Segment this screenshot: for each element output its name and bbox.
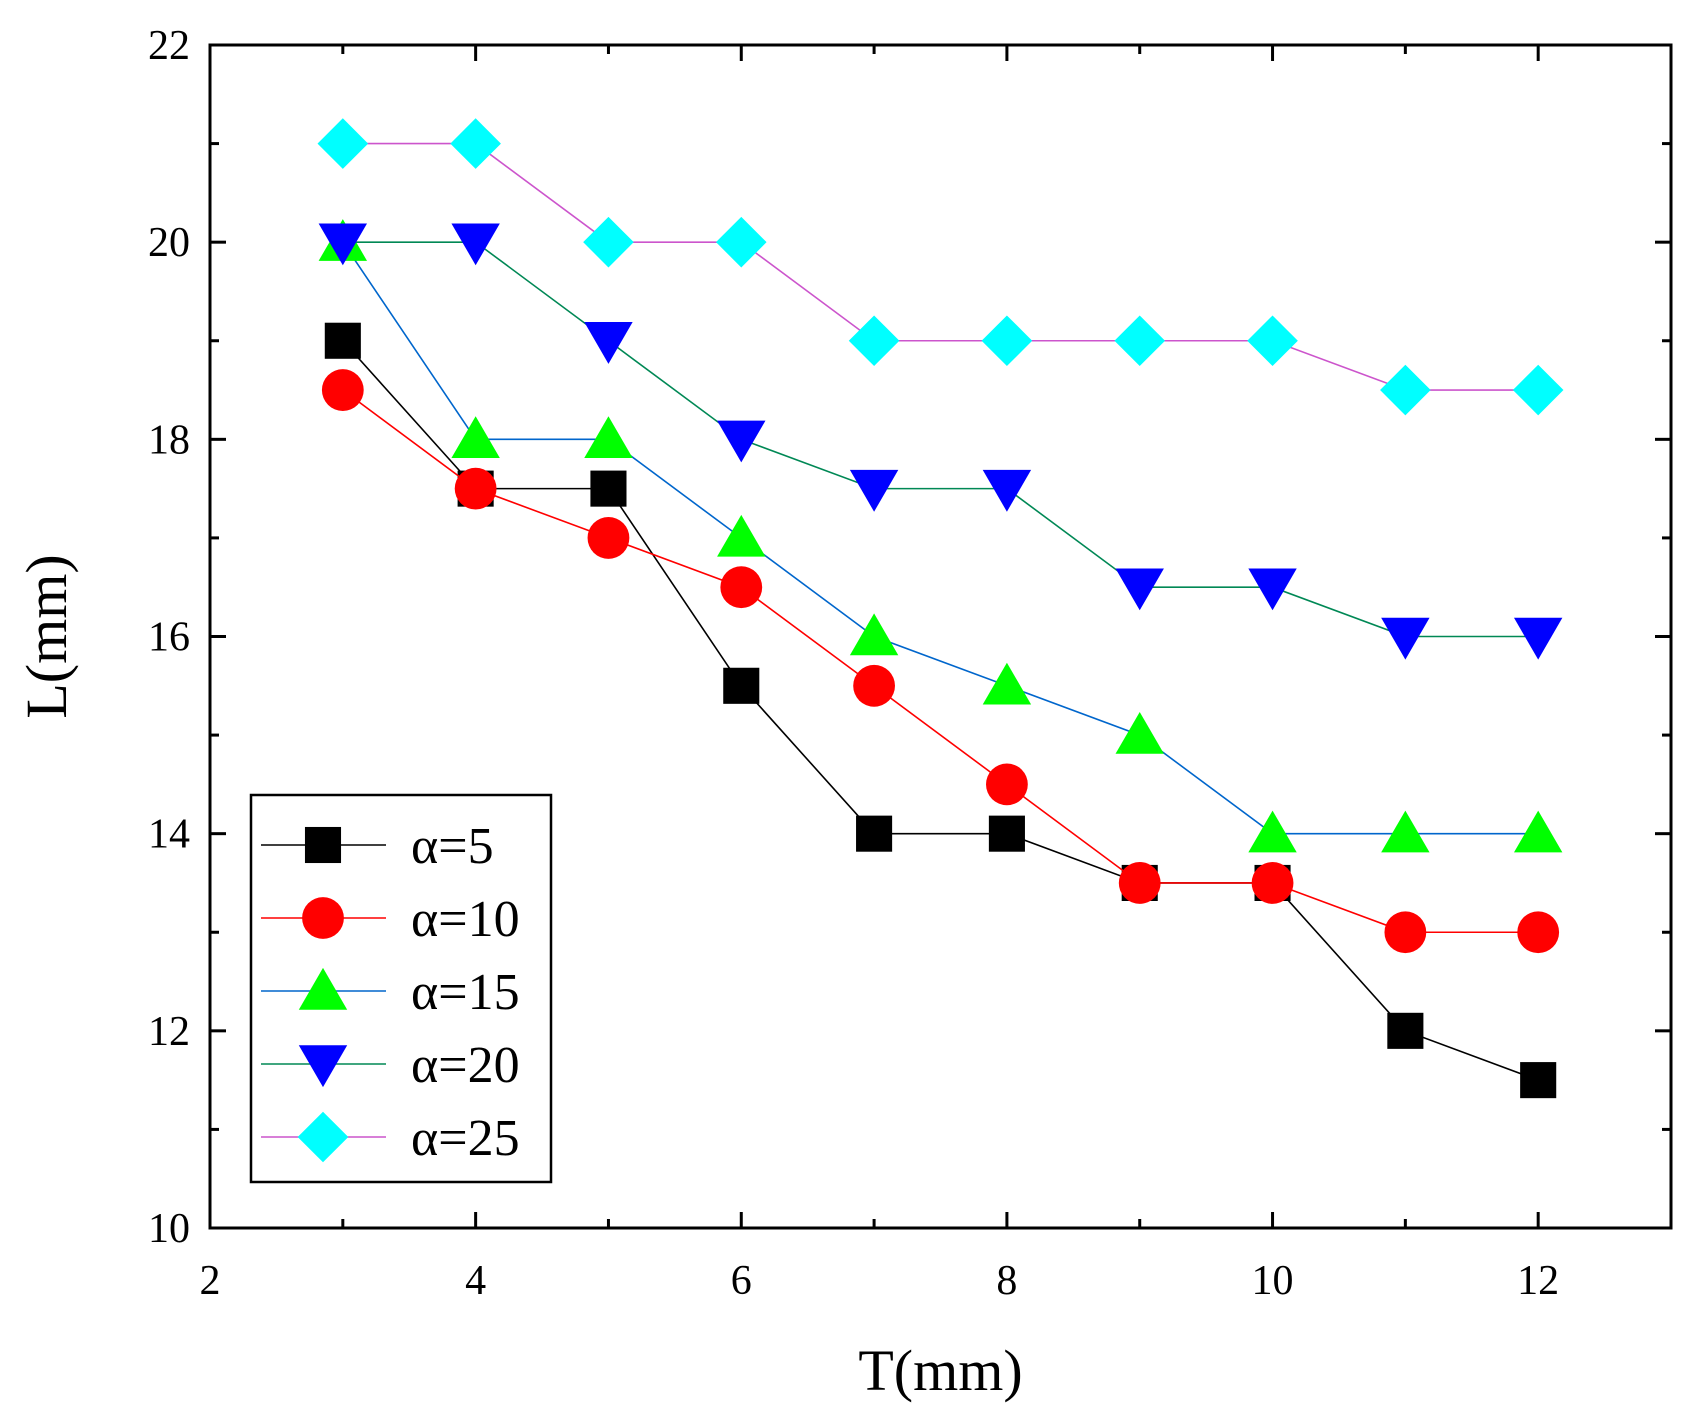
data-point [853, 664, 895, 707]
legend-marker [302, 897, 344, 939]
data-point [450, 118, 501, 169]
data-point [848, 315, 900, 367]
data-point [318, 223, 368, 266]
x-tick-label: 10 [1252, 1258, 1294, 1304]
data-point [584, 322, 633, 364]
data-point [587, 517, 630, 559]
legend-box [249, 793, 553, 1184]
data-point [324, 322, 361, 359]
legend-item: α=5 [261, 818, 494, 875]
data-point [849, 613, 899, 656]
data-point [1248, 810, 1297, 853]
data-point [451, 223, 500, 266]
data-point [717, 420, 766, 463]
data-point [1513, 810, 1563, 853]
data-point [454, 467, 497, 510]
legend-label: α=15 [411, 964, 520, 1021]
data-point [1387, 1012, 1424, 1049]
data-point [584, 416, 633, 459]
x-axis-title: T(mm) [858, 1338, 1022, 1403]
series-line [342, 241, 1539, 638]
data-point [717, 514, 766, 557]
legend-marker [298, 967, 348, 1010]
y-tick-label: 22 [148, 23, 190, 69]
series-5 [317, 118, 1564, 416]
series-2 [321, 369, 1560, 954]
data-point [321, 369, 364, 411]
axes-layer: 2 4 6 8 10 12 10 12 14 16 18 20 22 [148, 23, 1673, 1304]
data-point [1381, 810, 1430, 853]
data-point [981, 315, 1033, 367]
data-point [590, 470, 627, 507]
data-point [317, 118, 369, 169]
legend-marker [298, 1045, 348, 1088]
data-point [715, 216, 767, 268]
y-tick-label: 18 [148, 417, 190, 463]
y-tick-label: 20 [148, 220, 190, 266]
y-axis-title: L(mm) [14, 554, 79, 718]
data-point [986, 763, 1028, 806]
data-point [723, 667, 760, 704]
data-point [1517, 911, 1560, 954]
legend-item: α=25 [261, 1110, 520, 1167]
y-tick-label: 16 [148, 615, 190, 661]
data-point [1381, 617, 1430, 660]
data-point [849, 469, 899, 512]
legend-label: α=10 [411, 891, 520, 948]
legend-label: α=25 [411, 1110, 520, 1167]
legend-item: α=15 [261, 964, 520, 1021]
legend-item: α=20 [261, 1037, 520, 1094]
legend-item: α=10 [261, 891, 520, 948]
series-3 [318, 219, 1563, 853]
data-point [583, 216, 634, 268]
series-line [342, 389, 1539, 934]
x-tick-label: 8 [996, 1258, 1017, 1304]
legend-marker [297, 1111, 349, 1163]
data-point [1513, 617, 1563, 660]
data-point [1114, 315, 1166, 367]
data-point [988, 815, 1025, 852]
series-line [342, 340, 1539, 1081]
data-point [1512, 364, 1564, 416]
y-tick-label: 12 [148, 1009, 190, 1055]
legend-label: α=5 [411, 818, 494, 875]
series-4 [318, 223, 1563, 660]
data-point [1251, 862, 1294, 904]
data-point [1520, 1062, 1557, 1099]
x-tick-label: 4 [465, 1258, 486, 1304]
data-point [1118, 862, 1161, 904]
series-layer [317, 118, 1564, 1099]
data-point [982, 662, 1032, 705]
series-line [342, 142, 1539, 391]
x-tick-label: 2 [200, 1258, 221, 1304]
data-point [1115, 711, 1164, 754]
data-point [856, 815, 893, 852]
data-point [1247, 315, 1298, 367]
legend-label: α=20 [411, 1037, 520, 1094]
legend-marker [304, 826, 342, 864]
x-tick-label: 6 [731, 1258, 752, 1304]
data-point [982, 469, 1032, 512]
data-point [1384, 911, 1427, 954]
data-point [1248, 568, 1297, 611]
series-line [342, 241, 1539, 835]
data-point [451, 416, 500, 459]
data-point [720, 566, 763, 609]
data-point [1380, 364, 1431, 416]
y-tick-label: 10 [148, 1206, 190, 1252]
y-tick-label: 14 [148, 812, 190, 858]
data-point [1115, 568, 1164, 611]
legend: α=5 α=10 α=15 α=20 α=25 [249, 793, 553, 1184]
x-tick-label: 12 [1517, 1258, 1559, 1304]
